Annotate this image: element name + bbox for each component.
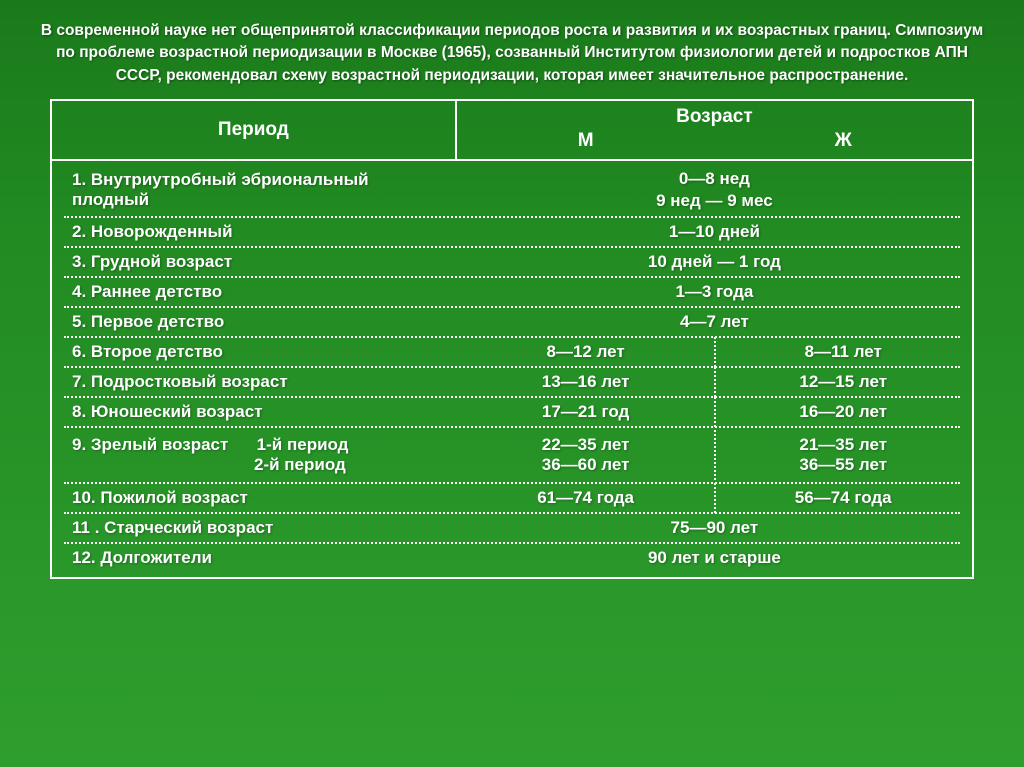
period-cell: 3. Грудной возраст — [52, 250, 457, 274]
age-cell: 22—35 лет36—60 лет 21—35 лет36—55 лет — [457, 433, 972, 477]
period-cell: 4. Раннее детство — [52, 280, 457, 304]
period-cell: 1. Внутриутробный эбриональный плодный — [52, 168, 457, 212]
period-cell: 7. Подростковый возраст — [52, 370, 457, 394]
age-cell: 4—7 лет — [457, 312, 972, 332]
table-header: Период Возраст М Ж — [52, 101, 972, 161]
header-period: Период — [52, 101, 457, 159]
header-male: М — [457, 130, 715, 152]
age-cell: 1—10 дней — [457, 222, 972, 242]
table-body: 1. Внутриутробный эбриональный плодный 0… — [52, 161, 972, 577]
age-cell: 0—8 нед 9 нед — 9 мес — [457, 168, 972, 212]
header-age: Возраст — [457, 101, 972, 128]
table-row: 7. Подростковый возраст 13—16 лет12—15 л… — [52, 367, 972, 397]
periodization-table: Период Возраст М Ж 1. Внутриутробный эбр… — [50, 99, 974, 579]
period-cell: 8. Юношеский возраст — [52, 400, 457, 424]
period-cell: 2. Новорожденный — [52, 220, 457, 244]
age-cell: 17—21 год16—20 лет — [457, 400, 972, 424]
age-cell: 8—12 лет8—11 лет — [457, 340, 972, 364]
table-row: 6. Второе детство 8—12 лет8—11 лет — [52, 337, 972, 367]
table-row: 8. Юношеский возраст 17—21 год16—20 лет — [52, 397, 972, 427]
age-cell: 13—16 лет12—15 лет — [457, 370, 972, 394]
period-cell: 12. Долгожители — [52, 546, 457, 570]
period-cell: 6. Второе детство — [52, 340, 457, 364]
table-row: 2. Новорожденный 1—10 дней — [52, 217, 972, 247]
age-cell: 90 лет и старше — [457, 548, 972, 568]
table-row: 12. Долгожители 90 лет и старше — [52, 543, 972, 573]
period-cell: 5. Первое детство — [52, 310, 457, 334]
age-cell: 10 дней — 1 год — [457, 252, 972, 272]
age-cell: 61—74 года56—74 года — [457, 486, 972, 510]
age-cell: 75—90 лет — [457, 518, 972, 538]
header-age-group: Возраст М Ж — [457, 101, 972, 159]
age-cell: 1—3 года — [457, 282, 972, 302]
table-row: 9. Зрелый возраст 1-й период 2-й период … — [52, 427, 972, 483]
intro-text: В современной науке нет общепринятой кла… — [30, 20, 994, 87]
table-row: 10. Пожилой возраст 61—74 года56—74 года — [52, 483, 972, 513]
period-cell: 9. Зрелый возраст 1-й период 2-й период — [52, 433, 457, 477]
table-row: 4. Раннее детство 1—3 года — [52, 277, 972, 307]
period-cell: 11 . Старческий возраст — [52, 516, 457, 540]
header-female: Ж — [714, 130, 972, 152]
table-row: 11 . Старческий возраст 75—90 лет — [52, 513, 972, 543]
table-row: 1. Внутриутробный эбриональный плодный 0… — [52, 165, 972, 217]
table-row: 3. Грудной возраст 10 дней — 1 год — [52, 247, 972, 277]
table-row: 5. Первое детство 4—7 лет — [52, 307, 972, 337]
period-cell: 10. Пожилой возраст — [52, 486, 457, 510]
